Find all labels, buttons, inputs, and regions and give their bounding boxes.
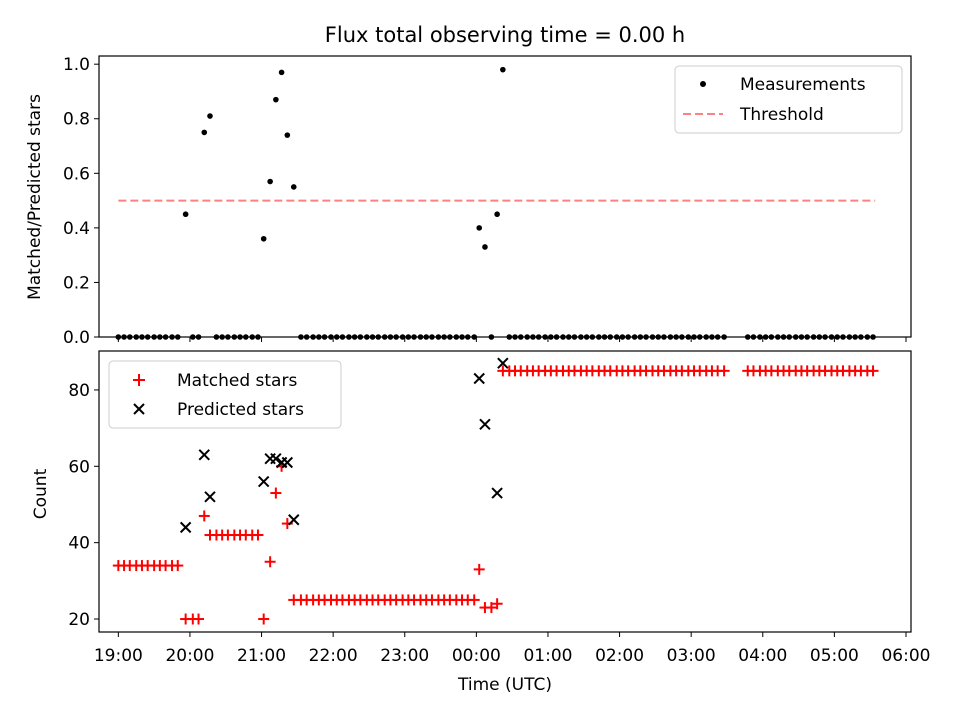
predicted-star-point — [204, 491, 216, 503]
bottom-y-tick-label: 80 — [68, 381, 90, 401]
legend-marker-measurements — [700, 81, 706, 87]
measurement-point — [476, 225, 483, 231]
top-y-ticks: 0.0 0.2 0.4 0.6 0.8 1.0 — [63, 55, 907, 348]
predicted-star-point — [281, 456, 294, 469]
legend-label-measurements: Measurements — [740, 75, 866, 95]
measurement-point — [260, 235, 267, 242]
measurement-point — [267, 178, 273, 185]
x-tick-label: 20:00 — [165, 646, 214, 666]
x-tick-label: 21:00 — [237, 646, 286, 666]
matched-star-point — [867, 365, 879, 377]
measurement-point — [482, 244, 488, 250]
x-tick-label: 22:00 — [309, 646, 358, 666]
x-tick-label: 01:00 — [523, 646, 572, 666]
measurement-point — [273, 96, 279, 103]
predicted-star-point — [479, 418, 491, 431]
x-tick-label: 03:00 — [667, 646, 716, 666]
predicted-star-point — [473, 372, 485, 385]
measurement-point — [278, 69, 285, 76]
legend-label-threshold: Threshold — [739, 105, 824, 125]
predicted-star-point — [270, 452, 282, 465]
top-y-tick-label: 0.4 — [63, 219, 90, 239]
top-y-tick-label: 0.0 — [63, 328, 90, 348]
matched-star-point — [258, 613, 270, 625]
x-tick-label: 02:00 — [595, 646, 644, 666]
matched-star-point — [473, 563, 485, 575]
predicted-star-point — [257, 475, 270, 488]
measurement-point — [201, 129, 208, 136]
matched-star-point — [198, 510, 210, 522]
top-legend-frame — [674, 65, 903, 134]
legend-marker-predicted — [133, 403, 145, 415]
x-ticks: 19:00 20:00 21:00 22:00 23:00 00:00 01:00 02:00… — [94, 632, 930, 666]
matched-star-point — [193, 613, 205, 625]
matched-star-point — [172, 560, 184, 572]
top-y-tick-label: 0.6 — [63, 164, 90, 184]
x-tick-label: 00:00 — [452, 646, 501, 666]
chart-title: Flux total observing time = 0.00 h — [325, 23, 685, 47]
matched-star-point — [491, 598, 503, 610]
x-tick-label: 06:00 — [881, 646, 930, 666]
legend-label-matched: Matched stars — [177, 371, 297, 391]
x-axis-label: Time (UTC) — [457, 675, 552, 695]
predicted-star-point — [288, 514, 300, 526]
bottom-y-ticks: 20 40 60 80 — [68, 381, 99, 630]
top-legend: Measurements Threshold — [674, 65, 903, 134]
predicted-star-point — [179, 521, 192, 534]
legend-label-predicted: Predicted stars — [177, 400, 304, 420]
matched-star-point — [270, 487, 282, 499]
matched-star-point — [252, 529, 264, 541]
matched-star-point — [468, 594, 480, 606]
predicted-star-point — [198, 449, 210, 461]
top-y-label: Matched/Predicted stars — [25, 94, 45, 300]
measurement-point — [500, 66, 506, 73]
matched-star-point — [718, 365, 730, 377]
measurement-point — [290, 184, 297, 190]
x-tick-label: 04:00 — [738, 646, 787, 666]
top-y-tick-label: 1.0 — [63, 55, 90, 75]
measurement-point — [182, 211, 189, 218]
predicted-star-point — [491, 487, 503, 499]
bottom-y-tick-label: 60 — [68, 457, 90, 477]
matched-stars-points — [112, 365, 879, 625]
x-tick-label: 19:00 — [94, 646, 143, 666]
bottom-axes-frame — [98, 350, 912, 633]
x-tick-label: 05:00 — [810, 646, 859, 666]
legend-marker-matched — [133, 374, 145, 386]
matched-star-point — [264, 556, 276, 568]
predicted-star-point — [497, 357, 509, 369]
matched-star-point — [485, 602, 497, 614]
bottom-legend-frame — [108, 360, 342, 429]
top-y-tick-label: 0.2 — [63, 273, 90, 293]
bottom-y-label: Count — [31, 468, 51, 519]
bottom-y-tick-label: 40 — [68, 534, 90, 554]
x-tick-label: 23:00 — [380, 646, 429, 666]
measurement-point — [494, 211, 500, 218]
measurement-point — [207, 113, 213, 119]
bottom-panel: 20 40 60 80 19:00 20:00 21:00 22:00 23:00 00:00 0… — [31, 350, 930, 695]
measurement-point — [284, 132, 291, 138]
bottom-y-tick-label: 20 — [68, 610, 90, 630]
top-axes-frame — [98, 55, 912, 338]
top-panel: 0.0 0.2 0.4 0.6 0.8 1.0 Matched/Predicted sta… — [25, 55, 912, 348]
bottom-legend: Matched stars Predicted stars — [108, 360, 342, 429]
predicted-stars-points — [179, 357, 509, 534]
top-y-tick-label: 0.8 — [63, 110, 90, 130]
